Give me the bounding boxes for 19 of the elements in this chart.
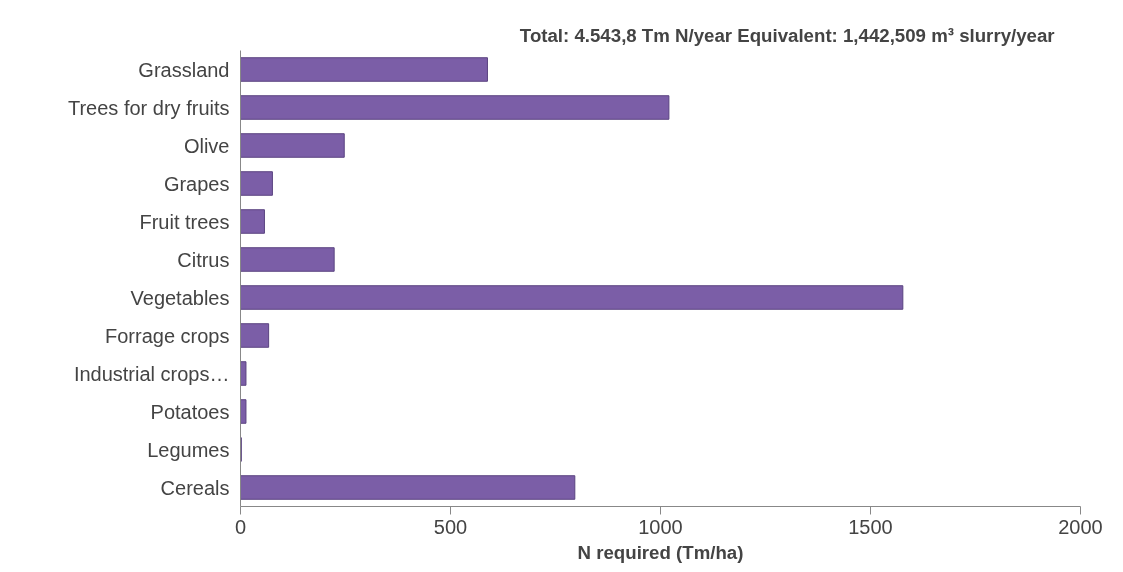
y-tick-label: Potatoes: [150, 400, 230, 423]
y-tick-label: Forrage crops: [105, 324, 230, 347]
y-tick-label: Grassland: [138, 58, 230, 81]
y-tick-label: Legumes: [147, 438, 230, 461]
x-tick-label: 1500: [848, 515, 893, 538]
x-tick-label: 2000: [1058, 515, 1103, 538]
y-tick-label: Cereals: [160, 476, 230, 499]
x-tick-label: 0: [234, 515, 247, 538]
x-tick-label: 1000: [638, 515, 683, 538]
chart-title: Total: 4.543,8 Tm N/year Equivalent: 1,442,509 m³ slurry/year: [519, 24, 1055, 46]
y-tick-label: Olive: [183, 134, 230, 157]
x-axis-title: N required (Tm/ha): [577, 541, 744, 563]
y-tick-label: Trees for dry fruits: [67, 96, 230, 119]
y-tick-label: Industrial crops…: [73, 362, 230, 385]
y-tick-label: Grapes: [163, 172, 230, 195]
x-tick-label: 500: [433, 515, 468, 538]
y-tick-label: Fruit trees: [139, 210, 230, 233]
y-tick-label: Vegetables: [130, 286, 230, 309]
y-tick-label: Citrus: [177, 248, 230, 271]
